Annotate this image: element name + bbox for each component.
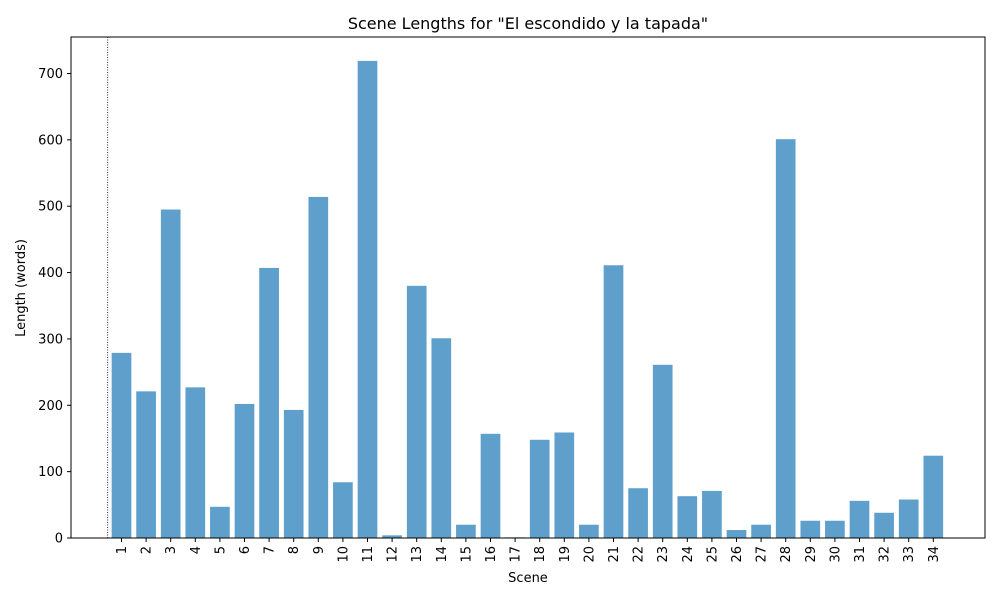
bar-scene-4 [185,387,206,538]
x-tick-label: 7 [263,546,278,554]
x-axis-title: Scene [508,571,548,586]
bar-scene-13 [406,285,427,538]
x-tick-label: 11 [361,546,376,563]
x-tick-label: 14 [435,546,450,563]
x-tick-label: 29 [804,546,819,563]
x-tick-label: 8 [287,546,302,554]
bar-scene-21 [603,265,624,538]
bar-scene-31 [849,500,870,538]
x-tick-label: 13 [410,546,425,563]
y-axis-title: Length (words) [14,239,29,337]
x-tick-label: 3 [164,546,179,554]
x-tick-label: 17 [509,546,524,563]
x-tick-label: 6 [238,546,253,554]
bar-scene-15 [456,524,476,538]
bar-scene-6 [234,403,255,538]
x-tick-label: 21 [607,546,622,563]
bar-scene-16 [480,433,501,538]
x-tick-label: 5 [213,546,228,554]
x-tick-label: 4 [189,546,204,554]
bars-group [111,60,944,539]
y-axis: 0 100 200 300 400 500 600 700 [38,67,71,547]
y-tick-label: 300 [38,332,63,347]
x-tick-label: 10 [336,546,351,563]
x-tick-label: 15 [459,546,474,563]
x-tick-label: 32 [878,546,893,563]
bar-scene-20 [579,524,599,538]
y-tick-label: 500 [38,200,63,215]
bar-scene-10 [333,482,353,538]
bar-scene-24 [677,496,698,538]
bar-scene-14 [431,338,452,538]
x-tick-label: 9 [312,546,327,554]
x-tick-label: 27 [755,546,770,563]
bar-scene-25 [702,490,722,538]
bar-scene-30 [825,520,845,538]
bar-scene-11 [357,60,378,538]
plot-frame [70,36,986,539]
bar-scene-19 [554,432,575,538]
bar-scene-2 [136,391,156,538]
bar-scene-22 [628,488,648,538]
x-tick-label: 33 [902,546,917,563]
x-tick-label: 31 [853,546,868,563]
x-tick-label: 19 [558,546,573,563]
x-tick-label: 25 [705,546,720,563]
bar-scene-28 [775,139,796,538]
bar-scene-7 [259,267,279,538]
x-tick-label: 12 [386,546,401,563]
bar-scene-18 [529,439,550,538]
bar-scene-9 [308,196,329,539]
x-tick-label: 28 [779,546,794,563]
x-axis: 1 2 3 4 5 6 7 8 9 10 11 12 13 14 15 16 17 18 19 20 21 22 23 24 2… [115,538,942,563]
y-tick-label: 400 [38,266,63,281]
chart-title: Scene Lengths for "El escondido y la tap… [348,14,708,33]
bar-scene-26 [726,530,747,538]
bar-scene-12 [382,535,402,538]
bar-scene-5 [210,506,230,538]
x-tick-label: 23 [656,546,671,563]
x-tick-label: 16 [484,546,499,563]
y-tick-label: 700 [38,67,63,82]
bar-scene-27 [751,524,771,538]
bar-scene-3 [160,209,181,538]
y-tick-label: 0 [55,532,63,547]
y-tick-label: 600 [38,133,63,148]
x-tick-label: 26 [730,546,745,563]
x-tick-label: 1 [115,546,130,554]
bar-scene-29 [800,520,821,538]
y-tick-label: 200 [38,399,63,414]
bar-scene-8 [283,409,304,538]
x-tick-label: 34 [927,546,942,563]
x-tick-label: 22 [632,546,647,563]
x-tick-label: 20 [582,546,597,563]
x-tick-label: 24 [681,546,696,563]
bar-scene-32 [874,512,894,538]
bar-scene-1 [111,352,132,538]
bar-scene-23 [652,364,673,538]
y-tick-label: 100 [38,465,63,480]
bar-scene-33 [898,499,919,538]
bar-scene-34 [923,455,944,538]
x-tick-label: 2 [140,546,155,554]
x-tick-label: 18 [533,546,548,563]
x-tick-label: 30 [828,546,843,563]
